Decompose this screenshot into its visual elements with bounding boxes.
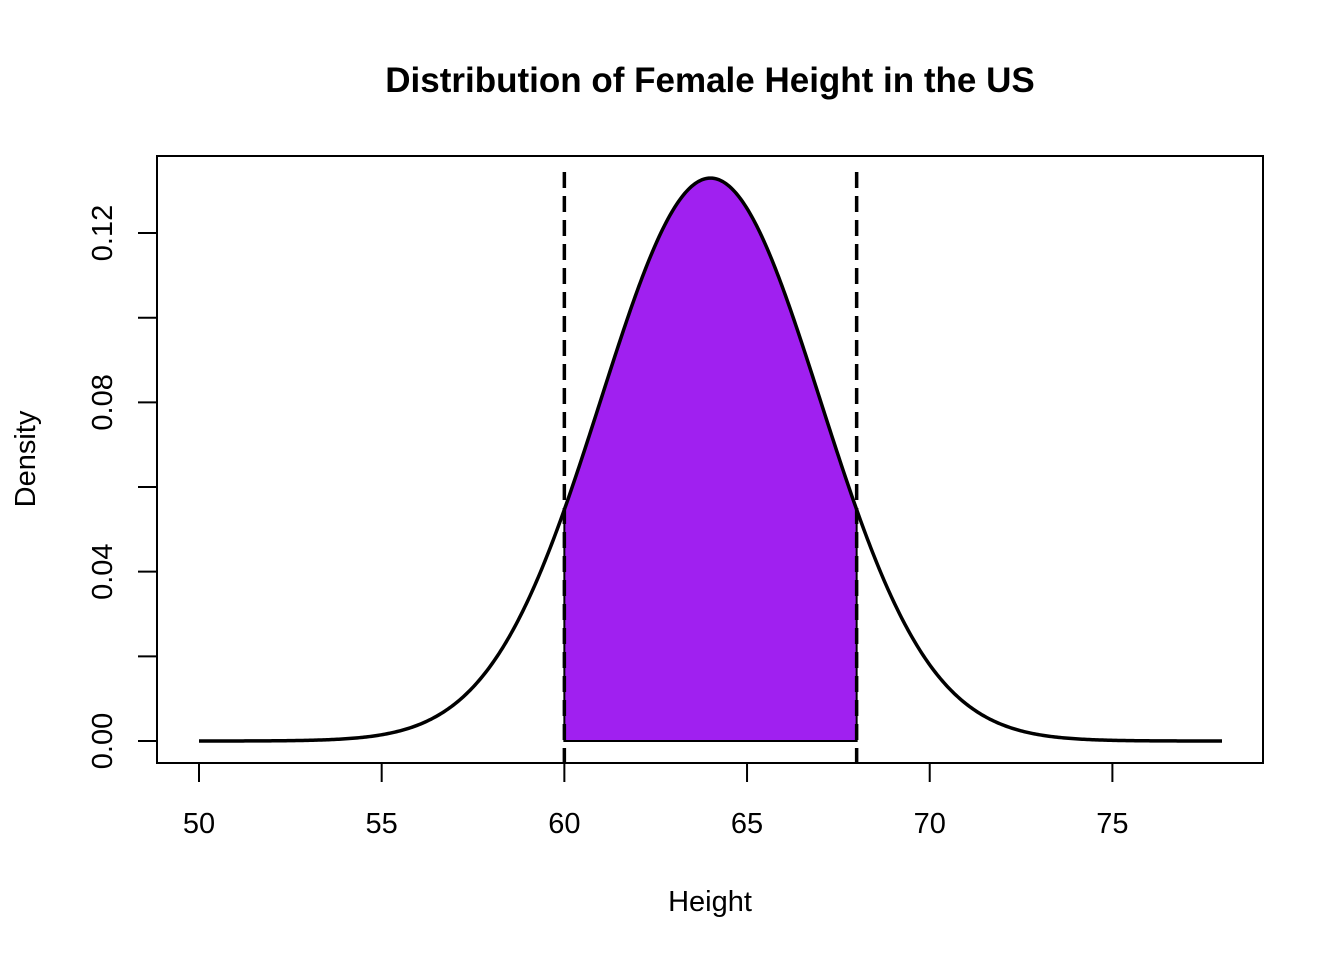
density-curve — [199, 176, 1222, 743]
y-axis: 0.00 0.04 0.08 0.12 — [87, 205, 158, 769]
y-tick-label: 0.08 — [87, 374, 119, 430]
x-tick-label: 65 — [731, 808, 763, 840]
x-axis-label: Height — [668, 886, 752, 918]
y-tick-label: 0.00 — [87, 713, 119, 769]
chart-title: Distribution of Female Height in the US — [385, 61, 1034, 100]
x-tick-label: 70 — [914, 808, 946, 840]
x-tick-label: 50 — [183, 808, 215, 840]
x-axis: 50 55 60 65 70 75 — [183, 762, 1129, 840]
x-tick-label: 55 — [366, 808, 398, 840]
y-tick-label: 0.12 — [87, 205, 119, 261]
y-axis-label: Density — [10, 410, 42, 507]
shaded-region-layer — [563, 177, 858, 742]
y-tick-label: 0.04 — [87, 543, 119, 599]
shaded-region — [563, 177, 858, 742]
x-tick-label: 75 — [1096, 808, 1128, 840]
density-curve-layer — [199, 176, 1222, 743]
reference-lines-layer — [562, 172, 859, 769]
x-tick-label: 60 — [548, 808, 580, 840]
